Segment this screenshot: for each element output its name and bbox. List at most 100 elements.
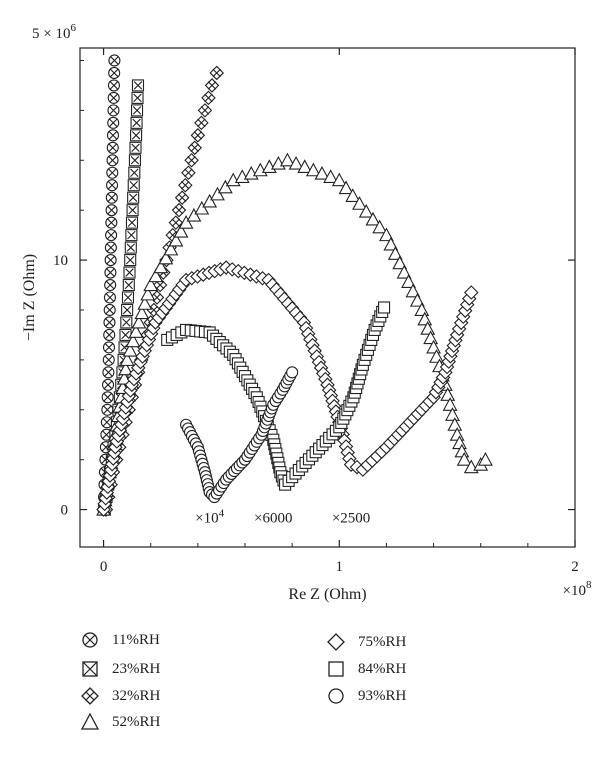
- data-point-52rh: [440, 387, 456, 401]
- plot-frame: [79, 47, 576, 548]
- data-point-11rh: [100, 416, 113, 429]
- data-point-23rh: [131, 91, 144, 104]
- data-point-11rh: [103, 316, 116, 329]
- data-point-23rh: [127, 179, 140, 192]
- square-x-icon: [82, 661, 98, 677]
- data-point-11rh: [104, 266, 117, 279]
- data-point-23rh: [124, 241, 137, 254]
- data-point-52rh: [352, 196, 367, 210]
- data-point-93rh: [286, 366, 299, 379]
- data-point-52rh: [297, 159, 313, 173]
- data-point-52rh: [217, 179, 233, 194]
- data-point-52rh: [137, 296, 153, 310]
- legend-label: 23%RH: [112, 660, 161, 677]
- data-point-23rh: [126, 204, 139, 217]
- data-point-52rh: [478, 452, 493, 466]
- x-tick-label: 1: [336, 559, 344, 575]
- data-point-11rh: [108, 66, 121, 79]
- legend-item-32rh: 32%RH: [80, 686, 160, 706]
- data-point-52rh: [280, 152, 295, 167]
- data-point-23rh: [131, 79, 145, 92]
- data-point-11rh: [102, 378, 115, 391]
- x-scale-label: ×108: [563, 579, 592, 599]
- data-point-52rh: [163, 241, 179, 256]
- data-point-32rh: [178, 177, 193, 193]
- data-point-11rh: [104, 254, 117, 267]
- data-point-11rh: [104, 278, 117, 292]
- y-tick-label: 0: [61, 503, 69, 519]
- data-point-23rh: [121, 291, 135, 304]
- data-point-11rh: [105, 229, 118, 242]
- data-point-11rh: [106, 129, 120, 142]
- data-point-11rh: [106, 166, 119, 179]
- data-point-52rh: [358, 203, 374, 218]
- data-point-52rh: [116, 370, 132, 385]
- x-axis-label: Re Z (Ohm): [288, 586, 366, 603]
- data-point-52rh: [456, 452, 472, 466]
- data-point-52rh: [383, 236, 399, 251]
- data-point-52rh: [392, 255, 408, 270]
- data-point-11rh: [102, 353, 115, 366]
- data-point-23rh: [125, 229, 138, 242]
- data-point-32rh: [174, 190, 190, 205]
- data-point-52rh: [134, 305, 150, 320]
- legend-label: 52%RH: [112, 713, 161, 730]
- data-point-52rh: [345, 188, 361, 202]
- triangle-icon: [80, 712, 100, 730]
- legend-label: 93%RH: [358, 687, 407, 704]
- data-point-52rh: [372, 219, 388, 234]
- scale-annotation: ×104: [195, 508, 224, 527]
- data-point-52rh: [131, 314, 147, 329]
- data-point-11rh: [105, 216, 118, 229]
- square-icon: [328, 661, 344, 677]
- y-tick-label: 10: [53, 253, 68, 269]
- data-point-11rh: [103, 291, 116, 304]
- data-point-52rh: [173, 223, 189, 238]
- data-point-11rh: [103, 328, 116, 341]
- legend-item-75rh: 75%RH: [326, 632, 406, 652]
- data-point-52rh: [447, 417, 463, 431]
- data-point-11rh: [103, 303, 116, 317]
- data-point-52rh: [396, 264, 412, 279]
- data-point-11rh: [108, 54, 121, 67]
- data-point-32rh: [184, 152, 199, 168]
- data-point-52rh: [331, 172, 347, 187]
- data-point-11rh: [101, 391, 114, 404]
- data-point-52rh: [122, 342, 138, 357]
- data-point-23rh: [120, 316, 133, 329]
- legend-label: 75%RH: [358, 633, 407, 650]
- data-point-32rh: [149, 290, 165, 305]
- data-point-52rh: [323, 169, 339, 183]
- data-point-11rh: [107, 79, 120, 92]
- data-point-52rh: [119, 352, 135, 366]
- data-point-11rh: [102, 366, 115, 379]
- data-point-52rh: [158, 250, 174, 265]
- data-point-23rh: [127, 191, 140, 204]
- data-point-23rh: [130, 104, 144, 117]
- scale-annotation: ×2500: [332, 511, 370, 527]
- data-point-23rh: [123, 266, 136, 279]
- legend-label: 11%RH: [112, 631, 160, 648]
- data-point-52rh: [202, 193, 218, 208]
- y-scale-label: 5 × 106: [32, 22, 76, 42]
- data-point-52rh: [118, 361, 134, 376]
- data-point-52rh: [445, 407, 460, 421]
- data-point-11rh: [105, 191, 118, 204]
- data-point-32rh: [204, 78, 220, 93]
- legend-item-11rh: 11%RH: [80, 630, 160, 650]
- data-point-11rh: [106, 179, 119, 192]
- legend-label: 84%RH: [358, 660, 407, 677]
- data-point-52rh: [148, 268, 164, 283]
- data-point-11rh: [107, 104, 120, 117]
- legend-item-93rh: 93%RH: [326, 686, 406, 706]
- circle-icon: [328, 688, 344, 704]
- data-point-23rh: [129, 141, 142, 154]
- data-point-32rh: [194, 115, 209, 131]
- data-point-52rh: [143, 277, 159, 292]
- data-point-52rh: [140, 286, 156, 301]
- data-point-23rh: [125, 216, 139, 229]
- data-point-23rh: [130, 129, 143, 142]
- data-point-23rh: [122, 278, 135, 292]
- data-point-23rh: [128, 166, 141, 179]
